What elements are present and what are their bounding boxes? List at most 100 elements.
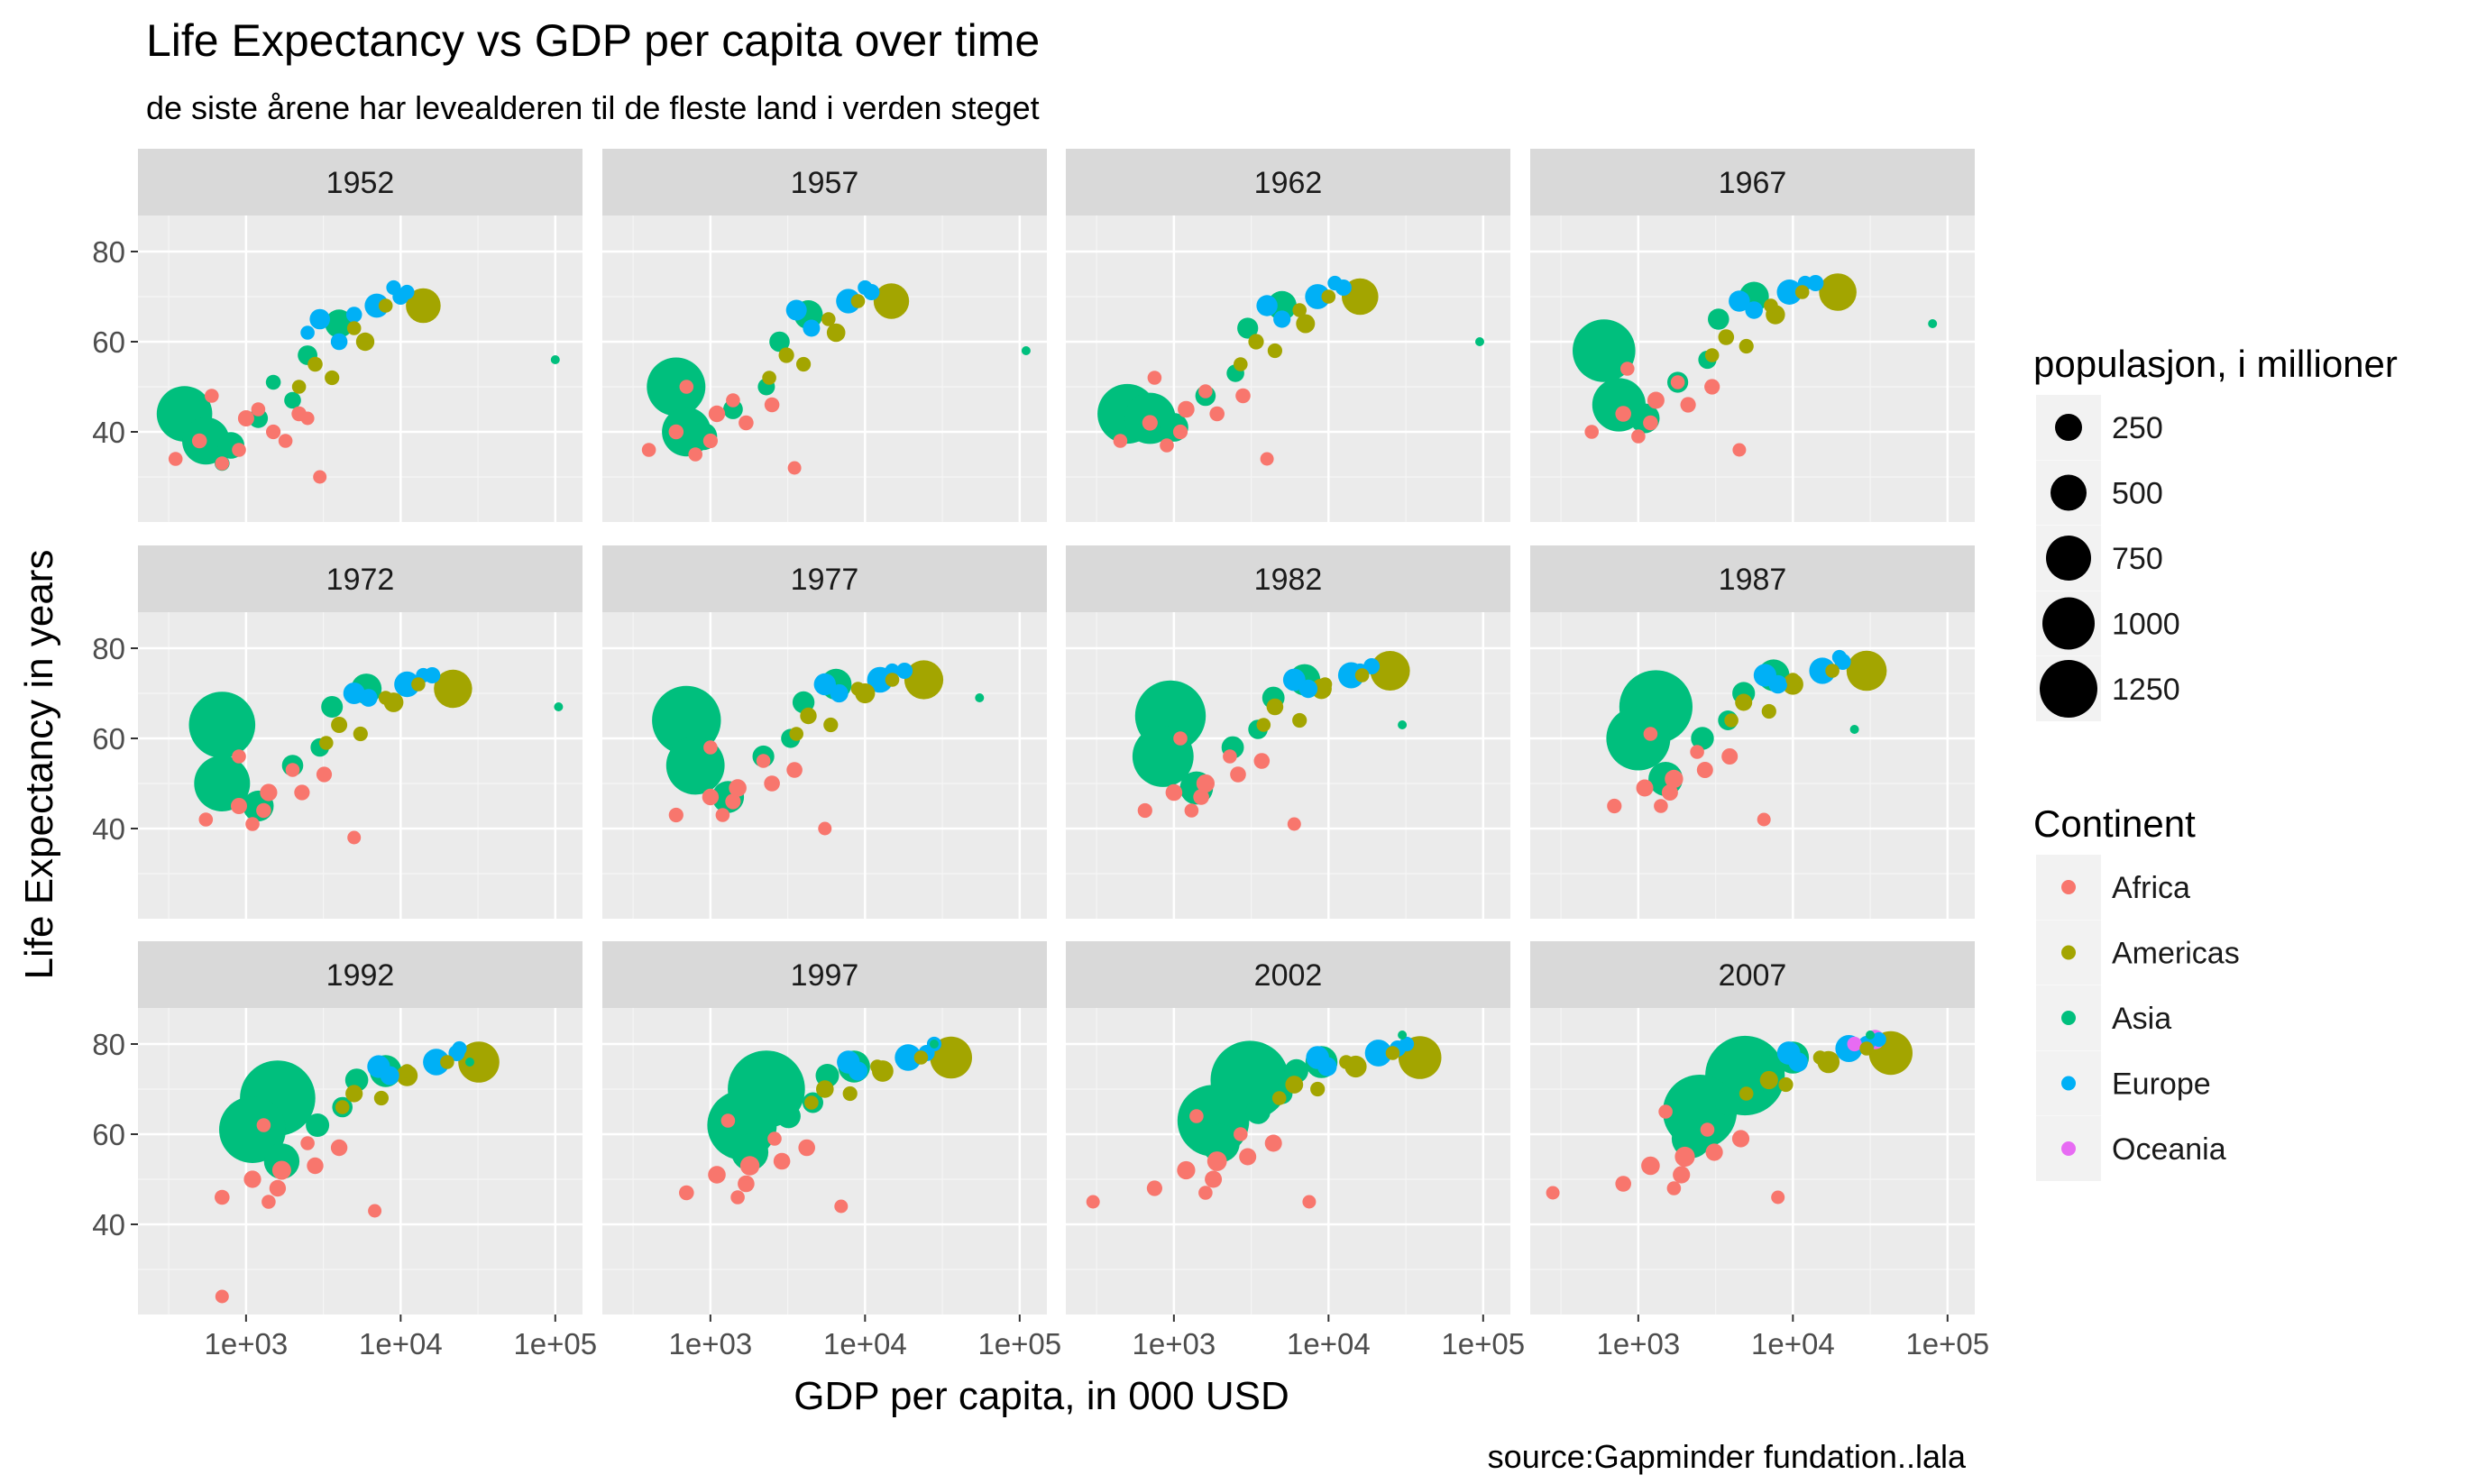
- data-point-europe: [895, 1044, 922, 1071]
- data-point-africa: [715, 808, 730, 822]
- data-point-americas: [1764, 298, 1778, 313]
- size-legend-symbol: [2040, 660, 2097, 718]
- facet-strip: [602, 545, 1047, 612]
- data-point-africa: [251, 402, 266, 417]
- data-point-americas: [1285, 1076, 1304, 1094]
- data-point-americas: [1739, 338, 1754, 354]
- data-point-americas: [434, 669, 472, 709]
- data-point-africa: [1234, 1127, 1248, 1141]
- data-point-africa: [1113, 434, 1128, 448]
- facet-strip: [1066, 149, 1510, 215]
- x-tick-label: 1e+03: [1133, 1327, 1216, 1360]
- panel-background: [1530, 612, 1975, 919]
- data-point-africa: [300, 411, 315, 426]
- data-point-americas: [399, 1064, 415, 1078]
- data-point-europe: [380, 1066, 399, 1086]
- y-tick-label: 60: [92, 722, 125, 756]
- data-point-africa: [679, 380, 694, 394]
- panel-background: [1066, 215, 1510, 522]
- data-point-africa: [798, 1139, 815, 1157]
- data-point-asia: [321, 696, 344, 718]
- chart-subtitle: de siste årene har levealderen til de fl…: [146, 89, 1040, 126]
- data-point-africa: [1631, 429, 1646, 444]
- color-legend-swatch: [2061, 1141, 2076, 1156]
- data-point-africa: [1137, 802, 1152, 819]
- data-point-americas: [355, 332, 375, 352]
- data-point-europe: [300, 325, 315, 340]
- data-point-europe: [394, 671, 420, 698]
- color-legend-swatch: [2061, 945, 2076, 960]
- data-point-africa: [300, 1136, 315, 1150]
- data-point-europe: [813, 673, 836, 696]
- color-legend-label: Oceania: [2112, 1132, 2226, 1167]
- data-point-africa: [641, 443, 656, 457]
- data-point-americas: [1256, 718, 1271, 732]
- facet-panel-1987: 1987: [1530, 545, 1975, 919]
- data-point-asia: [1708, 308, 1729, 330]
- data-point-asia: [194, 756, 251, 811]
- size-legend-label: 1250: [2112, 673, 2180, 707]
- data-point-americas: [804, 1095, 819, 1110]
- data-point-africa: [1641, 1156, 1660, 1176]
- size-legend-label: 250: [2112, 411, 2163, 445]
- data-point-africa: [1198, 384, 1213, 398]
- panel-background: [602, 1008, 1047, 1315]
- data-point-asia: [306, 1113, 330, 1137]
- x-axis-label: GDP per capita, in 000 USD: [794, 1374, 1289, 1418]
- data-point-europe: [1871, 1031, 1886, 1048]
- data-point-europe: [1363, 658, 1381, 674]
- data-point-americas: [1724, 713, 1739, 728]
- data-point-americas: [789, 727, 803, 741]
- data-point-africa: [818, 821, 832, 836]
- data-point-europe: [1745, 301, 1763, 319]
- data-point-europe: [803, 319, 821, 337]
- data-point-americas: [850, 294, 866, 308]
- data-point-africa: [269, 1179, 287, 1197]
- data-point-europe: [399, 284, 415, 300]
- data-point-africa: [1636, 779, 1654, 797]
- data-point-americas: [331, 717, 348, 733]
- color-legend-label: Europe: [2112, 1067, 2211, 1102]
- data-point-africa: [1142, 415, 1158, 431]
- facet-panel-1982: 1982: [1066, 545, 1510, 919]
- facet-strip-label: 1967: [1719, 166, 1787, 200]
- data-point-africa: [1704, 379, 1720, 395]
- data-point-americas: [1794, 285, 1810, 299]
- data-point-asia: [188, 692, 256, 758]
- data-point-africa: [1584, 425, 1599, 439]
- data-point-africa: [1670, 375, 1685, 389]
- data-point-americas: [1819, 273, 1857, 311]
- data-point-asia: [1715, 1089, 1741, 1116]
- data-point-americas: [291, 380, 307, 394]
- panel-background: [138, 1008, 583, 1315]
- facet-strip-label: 1957: [791, 166, 859, 200]
- color-legend-label: Asia: [2112, 1002, 2171, 1036]
- data-point-africa: [1235, 388, 1251, 404]
- data-point-americas: [1718, 329, 1735, 345]
- data-point-africa: [191, 433, 207, 449]
- data-point-africa: [1666, 1181, 1682, 1195]
- data-point-asia: [1245, 1099, 1271, 1124]
- data-point-europe: [1317, 1057, 1337, 1076]
- data-point-africa: [1546, 1186, 1560, 1200]
- y-tick-label: 40: [92, 812, 125, 846]
- facet-strip-label: 1977: [791, 563, 859, 597]
- data-point-africa: [285, 763, 300, 777]
- size-legend-label: 1000: [2112, 608, 2180, 642]
- data-point-africa: [1302, 1195, 1317, 1209]
- data-point-americas: [1785, 673, 1801, 687]
- color-legend-label: Africa: [2112, 871, 2190, 905]
- facet-strip-label: 1982: [1254, 563, 1323, 597]
- y-axis-label: Life Expectancy in years: [17, 550, 61, 980]
- data-point-europe: [848, 1061, 868, 1081]
- data-point-americas: [319, 736, 334, 750]
- data-point-africa: [1607, 798, 1622, 814]
- data-point-africa: [1732, 443, 1747, 457]
- data-point-asia: [1398, 1031, 1408, 1040]
- data-point-africa: [1239, 1148, 1257, 1166]
- data-point-africa: [767, 1131, 782, 1146]
- data-point-africa: [720, 1113, 736, 1128]
- data-point-africa: [256, 802, 271, 819]
- data-point-asia: [769, 331, 790, 353]
- data-point-africa: [1196, 774, 1215, 793]
